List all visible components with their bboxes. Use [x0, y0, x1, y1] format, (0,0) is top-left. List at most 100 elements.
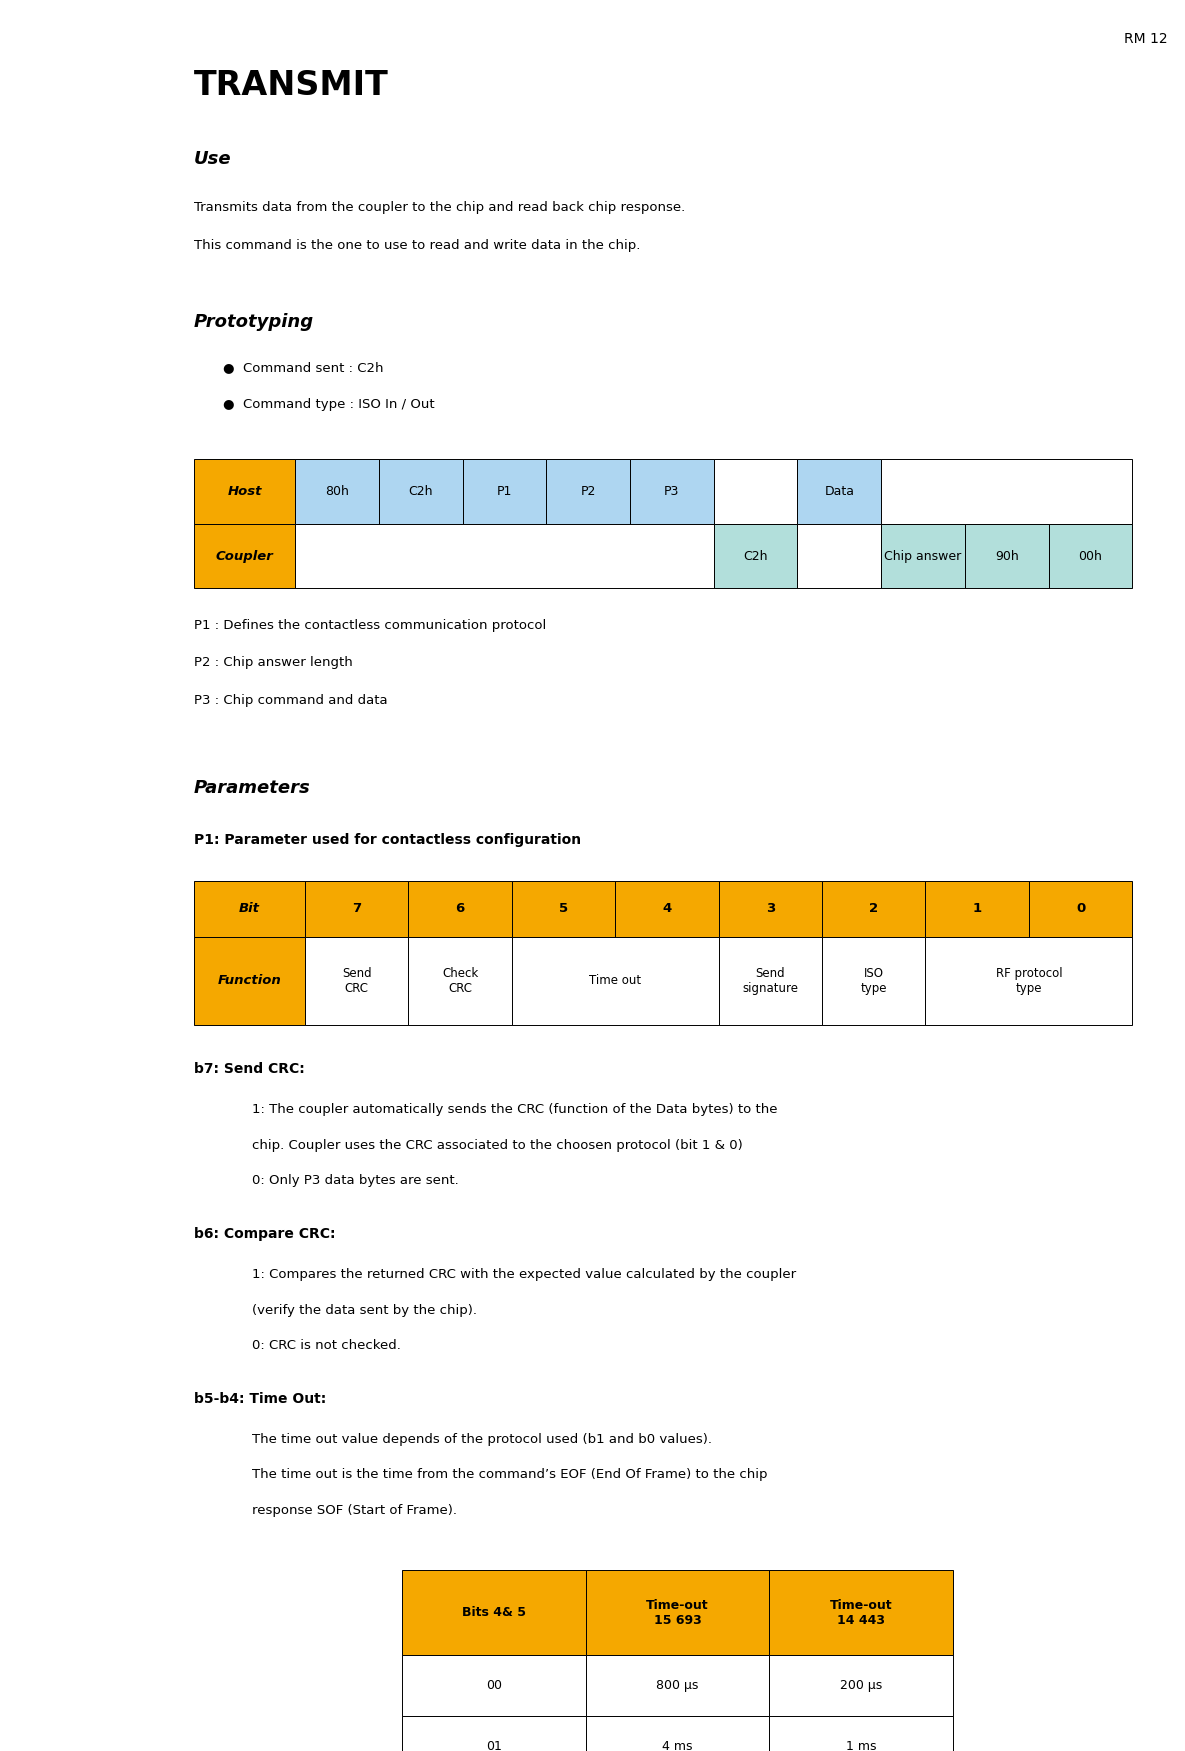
Text: P1: Parameter used for contactless configuration: P1: Parameter used for contactless confi…	[193, 833, 581, 847]
Text: Send
signature: Send signature	[742, 967, 799, 995]
Text: ●  Command sent : C2h: ● Command sent : C2h	[223, 361, 383, 375]
Text: 0: 0	[1076, 902, 1085, 916]
Text: 4: 4	[662, 902, 672, 916]
Text: Transmits data from the coupler to the chip and read back chip response.: Transmits data from the coupler to the c…	[193, 201, 685, 214]
Text: 00: 00	[486, 1679, 501, 1691]
Bar	[585, 1571, 769, 1655]
Text: ISO
type: ISO type	[860, 967, 888, 995]
Text: Send
CRC: Send CRC	[341, 967, 371, 995]
Text: Data: Data	[825, 485, 854, 497]
Text: P3: P3	[665, 485, 680, 497]
Bar	[295, 459, 379, 524]
Bar	[462, 459, 546, 524]
Bar	[798, 459, 882, 524]
Bar	[769, 1571, 953, 1655]
Text: Function: Function	[218, 974, 281, 988]
Text: Time-out
14 443: Time-out 14 443	[830, 1599, 892, 1627]
Text: 0: CRC is not checked.: 0: CRC is not checked.	[251, 1340, 401, 1352]
Bar	[925, 937, 1133, 1024]
Bar	[409, 881, 512, 937]
Bar	[305, 881, 409, 937]
Bar	[546, 459, 630, 524]
Text: TRANSMIT: TRANSMIT	[193, 68, 389, 102]
Bar	[193, 881, 305, 937]
Text: b6: Compare CRC:: b6: Compare CRC:	[193, 1227, 335, 1241]
Text: 1 ms: 1 ms	[846, 1740, 877, 1751]
Bar	[193, 459, 295, 524]
Bar	[402, 1716, 585, 1751]
Text: 90h: 90h	[995, 550, 1019, 562]
Text: Check
CRC: Check CRC	[442, 967, 479, 995]
Text: 1: The coupler automatically sends the CRC (function of the Data bytes) to the: 1: The coupler automatically sends the C…	[251, 1103, 777, 1115]
Bar	[882, 459, 1133, 524]
Text: Parameters: Parameters	[193, 779, 310, 797]
Text: ●  Command type : ISO In / Out: ● Command type : ISO In / Out	[223, 397, 435, 411]
Bar	[305, 937, 409, 1024]
Text: 1: 1	[973, 902, 981, 916]
Text: chip. Coupler uses the CRC associated to the choosen protocol (bit 1 & 0): chip. Coupler uses the CRC associated to…	[251, 1138, 743, 1152]
Text: P1 : Defines the contactless communication protocol: P1 : Defines the contactless communicati…	[193, 620, 546, 632]
Text: 01: 01	[486, 1740, 501, 1751]
Bar	[798, 524, 882, 588]
Text: response SOF (Start of Frame).: response SOF (Start of Frame).	[251, 1504, 456, 1516]
Text: 800 µs: 800 µs	[656, 1679, 699, 1691]
Bar	[402, 1655, 585, 1716]
Text: 200 µs: 200 µs	[840, 1679, 883, 1691]
Bar	[615, 881, 718, 937]
Bar	[882, 524, 965, 588]
Bar	[295, 524, 713, 588]
Text: 80h: 80h	[325, 485, 350, 497]
Text: 1: Compares the returned CRC with the expected value calculated by the coupler: 1: Compares the returned CRC with the ex…	[251, 1268, 796, 1280]
Bar	[718, 881, 822, 937]
Text: Prototyping: Prototyping	[193, 313, 314, 331]
Text: C2h: C2h	[409, 485, 433, 497]
Text: Bits 4& 5: Bits 4& 5	[462, 1606, 526, 1620]
Bar	[1029, 881, 1133, 937]
Text: 00h: 00h	[1078, 550, 1102, 562]
Bar	[965, 524, 1049, 588]
Bar	[409, 937, 512, 1024]
Text: 6: 6	[455, 902, 465, 916]
Text: (verify the data sent by the chip).: (verify the data sent by the chip).	[251, 1303, 476, 1317]
Text: 0: Only P3 data bytes are sent.: 0: Only P3 data bytes are sent.	[251, 1175, 459, 1187]
Bar	[713, 524, 798, 588]
Bar	[925, 881, 1029, 937]
Text: 5: 5	[559, 902, 568, 916]
Text: Bit: Bit	[239, 902, 260, 916]
Bar	[769, 1716, 953, 1751]
Text: The time out value depends of the protocol used (b1 and b0 values).: The time out value depends of the protoc…	[251, 1432, 712, 1446]
Text: P2 : Chip answer length: P2 : Chip answer length	[193, 657, 352, 669]
Text: P1: P1	[497, 485, 512, 497]
Bar	[379, 459, 462, 524]
Text: Coupler: Coupler	[216, 550, 274, 562]
Text: RF protocol
type: RF protocol type	[995, 967, 1062, 995]
Text: P2: P2	[581, 485, 596, 497]
Text: This command is the one to use to read and write data in the chip.: This command is the one to use to read a…	[193, 238, 640, 252]
Bar	[822, 937, 925, 1024]
Text: b5-b4: Time Out:: b5-b4: Time Out:	[193, 1392, 326, 1406]
Text: RM 12: RM 12	[1123, 32, 1167, 46]
Text: Time out: Time out	[589, 974, 641, 988]
Bar	[1049, 524, 1133, 588]
Text: Time-out
15 693: Time-out 15 693	[646, 1599, 709, 1627]
Text: Coupler - Reference manual: Coupler - Reference manual	[68, 697, 102, 1264]
Bar	[402, 1571, 585, 1655]
Bar	[193, 937, 305, 1024]
Bar	[713, 459, 798, 524]
Text: C2h: C2h	[743, 550, 768, 562]
Text: Version 1.0: Version 1.0	[45, 1700, 124, 1712]
Text: 7: 7	[352, 902, 361, 916]
Text: 3: 3	[766, 902, 775, 916]
Bar	[769, 1655, 953, 1716]
Bar	[193, 524, 295, 588]
Text: b7: Send CRC:: b7: Send CRC:	[193, 1063, 305, 1077]
Bar	[512, 937, 718, 1024]
Bar	[585, 1716, 769, 1751]
Bar	[718, 937, 822, 1024]
Bar	[822, 881, 925, 937]
Text: Host: Host	[228, 485, 262, 497]
Text: P3 : Chip command and data: P3 : Chip command and data	[193, 693, 387, 707]
Bar	[585, 1655, 769, 1716]
Text: 4 ms: 4 ms	[662, 1740, 693, 1751]
Text: 2: 2	[869, 902, 878, 916]
